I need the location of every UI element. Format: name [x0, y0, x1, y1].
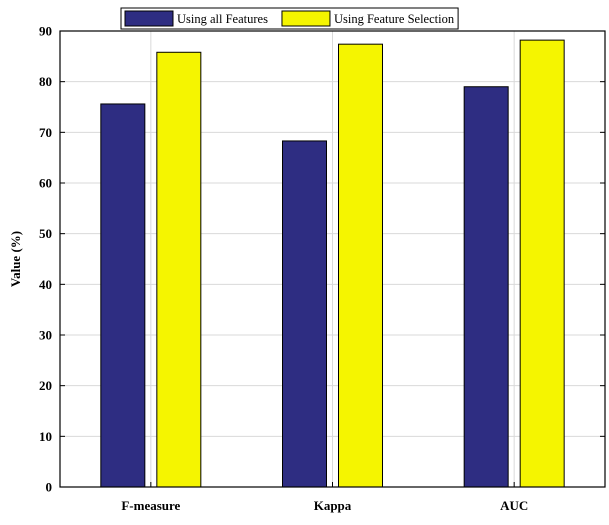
x-category-label: F-measure	[121, 498, 180, 513]
bars	[100, 39, 565, 488]
y-tick-label: 0	[46, 480, 53, 495]
y-tick-label: 10	[39, 429, 52, 444]
bar-f-measure-series-1	[100, 103, 146, 488]
legend-entry-label: Using all Features	[177, 12, 268, 26]
bar-auc-series-1	[463, 86, 509, 488]
legend-swatch	[124, 10, 174, 27]
bar-auc-series-2	[519, 39, 565, 488]
y-tick-label: 90	[39, 24, 52, 39]
bar-kappa-series-2	[338, 43, 383, 488]
x-axis-categories: F-measure Kappa AUC	[121, 482, 528, 513]
gridlines	[60, 31, 605, 487]
legend-entry-label: Using Feature Selection	[334, 12, 455, 26]
y-tick-label: 70	[39, 125, 52, 140]
y-tick-label: 30	[39, 328, 52, 343]
y-tick-label: 40	[39, 277, 52, 292]
bar-f-measure-series-2	[156, 51, 202, 488]
legend: Using all Features Using Feature Selectio…	[120, 7, 459, 30]
y-tick-label: 20	[39, 378, 52, 393]
y-tick-label: 60	[39, 176, 52, 191]
x-category-label: Kappa	[314, 498, 352, 513]
y-axis-ticks: 0 10 20 30 40 50 60 70 80 90	[39, 24, 605, 495]
legend-swatch	[281, 10, 331, 27]
y-tick-label: 80	[39, 74, 52, 89]
y-tick-label: 50	[39, 226, 52, 241]
bar-kappa-series-1	[282, 140, 327, 488]
x-category-label: AUC	[500, 498, 528, 513]
y-axis-label: Value (%)	[8, 231, 23, 287]
